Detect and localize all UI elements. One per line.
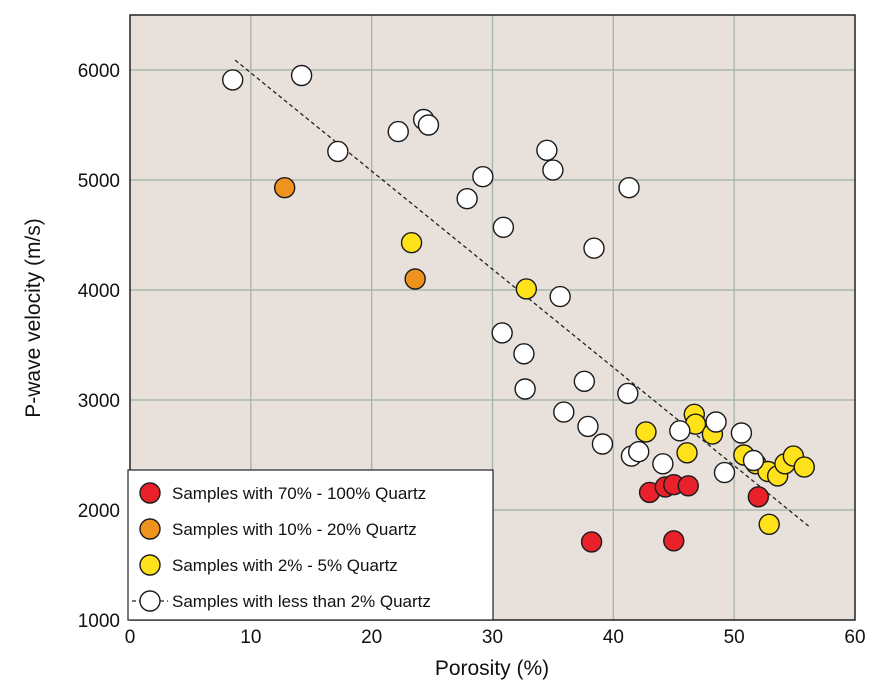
legend-marker <box>139 554 161 576</box>
data-point-series-4 <box>472 165 494 188</box>
tick-labels: 0 10 20 30 40 50 60 1000 2000 3000 4000 5000 6000 <box>78 61 866 648</box>
data-point-series-4 <box>577 415 599 438</box>
y-tick-label: 4000 <box>78 281 120 302</box>
data-point-series-4 <box>573 370 596 392</box>
x-tick-label: 10 <box>240 627 261 648</box>
data-point-series-4 <box>713 461 736 484</box>
data-point-series-3 <box>758 513 780 535</box>
data-point-series-4 <box>513 343 535 365</box>
data-point-series-4 <box>222 69 244 91</box>
data-point-series-4 <box>591 433 614 455</box>
data-point-series-3 <box>515 278 538 300</box>
data-points <box>222 64 815 553</box>
data-point-series-4 <box>542 159 564 181</box>
data-point-series-4 <box>492 216 515 239</box>
data-point-series-4 <box>456 187 478 210</box>
data-point-series-4 <box>417 114 440 136</box>
data-point-series-2 <box>404 268 426 290</box>
x-tick-label: 0 <box>125 627 136 648</box>
y-tick-label: 3000 <box>78 391 120 412</box>
x-tick-label: 30 <box>482 627 503 648</box>
data-point-series-4 <box>514 378 536 400</box>
data-point-series-4 <box>730 422 753 444</box>
data-point-series-3 <box>676 442 698 464</box>
data-point-series-1 <box>580 531 603 553</box>
data-point-series-4 <box>669 420 691 442</box>
trendline-group <box>234 59 810 528</box>
x-axis-label: Porosity (%) <box>435 657 549 680</box>
y-axis-label: P-wave velocity (m/s) <box>22 218 45 418</box>
data-point-series-4 <box>536 139 558 162</box>
data-point-series-4 <box>290 64 313 87</box>
legend-label: Samples with 10% - 20% Quartz <box>172 520 417 539</box>
data-point-series-1 <box>663 530 685 552</box>
y-tick-label: 5000 <box>78 171 120 192</box>
y-tick-label: 1000 <box>78 611 120 632</box>
legend-marker <box>139 518 161 540</box>
data-point-series-4 <box>618 176 640 199</box>
data-point-series-1 <box>747 486 770 508</box>
data-point-series-1 <box>677 475 699 497</box>
legend-label: Samples with 70% - 100% Quartz <box>172 484 426 503</box>
legend-label: Samples with less than 2% Quartz <box>172 592 431 611</box>
data-point-series-4 <box>742 449 765 472</box>
data-point-series-3 <box>400 231 423 254</box>
data-point-series-4 <box>652 453 674 475</box>
legend-marker <box>139 482 161 504</box>
trend-line <box>234 59 810 528</box>
data-point-series-4 <box>628 441 650 463</box>
data-point-series-4 <box>617 382 639 405</box>
legend-box <box>127 469 494 621</box>
legend-marker <box>139 590 161 612</box>
data-point-series-4 <box>549 285 571 308</box>
data-point-series-4 <box>583 237 605 259</box>
x-tick-label: 40 <box>603 627 624 648</box>
x-tick-label: 50 <box>724 627 745 648</box>
data-point-series-2 <box>273 176 296 199</box>
y-tick-label: 6000 <box>78 61 120 82</box>
y-tick-label: 2000 <box>78 501 120 522</box>
legend: Samples with 70% - 100% Quartz Samples wi… <box>127 469 494 621</box>
data-point-series-3 <box>793 456 815 478</box>
x-tick-label: 60 <box>844 627 865 648</box>
data-point-series-4 <box>491 322 513 344</box>
data-point-series-4 <box>327 140 349 163</box>
legend-label: Samples with 2% - 5% Quartz <box>172 556 398 575</box>
x-tick-label: 20 <box>361 627 382 648</box>
data-point-series-4 <box>387 120 409 143</box>
data-point-series-4 <box>705 411 727 433</box>
data-point-series-4 <box>553 401 575 423</box>
data-point-series-3 <box>635 421 657 443</box>
